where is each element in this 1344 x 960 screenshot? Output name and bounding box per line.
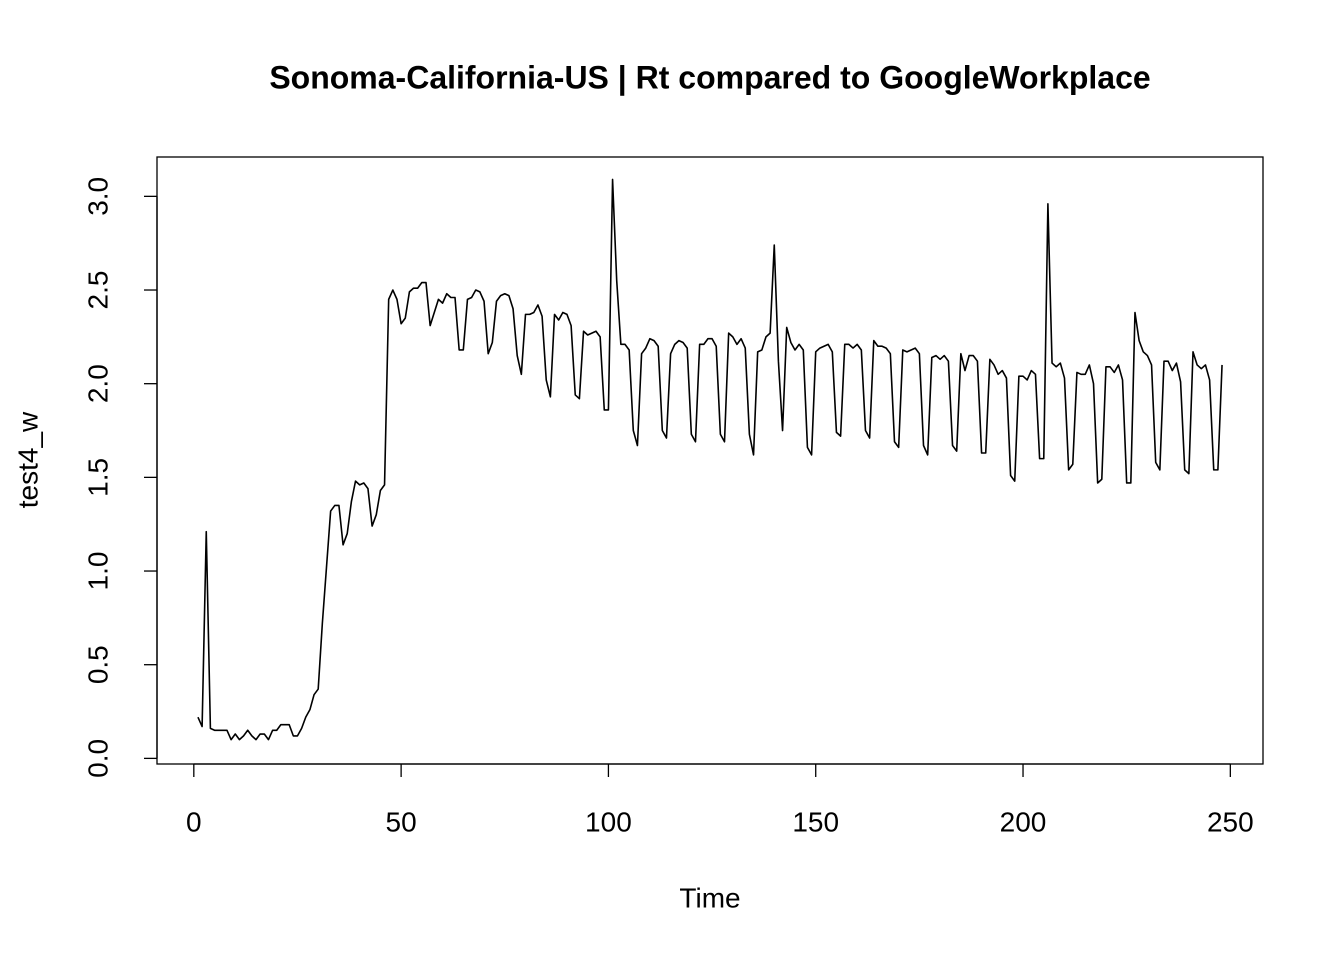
y-tick-label: 2.0 [82, 364, 113, 403]
x-tick-label: 150 [792, 806, 839, 837]
y-tick-label: 1.5 [82, 458, 113, 497]
y-tick-label: 1.0 [82, 552, 113, 591]
y-tick-label: 0.0 [82, 739, 113, 778]
y-tick-label: 2.5 [82, 271, 113, 310]
x-tick-label: 0 [186, 806, 202, 837]
x-tick-label: 100 [585, 806, 632, 837]
x-axis-label: Time [679, 882, 740, 913]
x-tick-label: 50 [386, 806, 417, 837]
x-tick-label: 200 [1000, 806, 1047, 837]
y-axis-label: test4_w [12, 411, 43, 508]
data-line [197, 178, 1223, 741]
y-tick-label: 0.5 [82, 645, 113, 684]
y-tick-label: 3.0 [82, 177, 113, 216]
x-tick-label: 250 [1207, 806, 1254, 837]
chart-title: Sonoma-California-US | Rt compared to Go… [269, 59, 1150, 95]
